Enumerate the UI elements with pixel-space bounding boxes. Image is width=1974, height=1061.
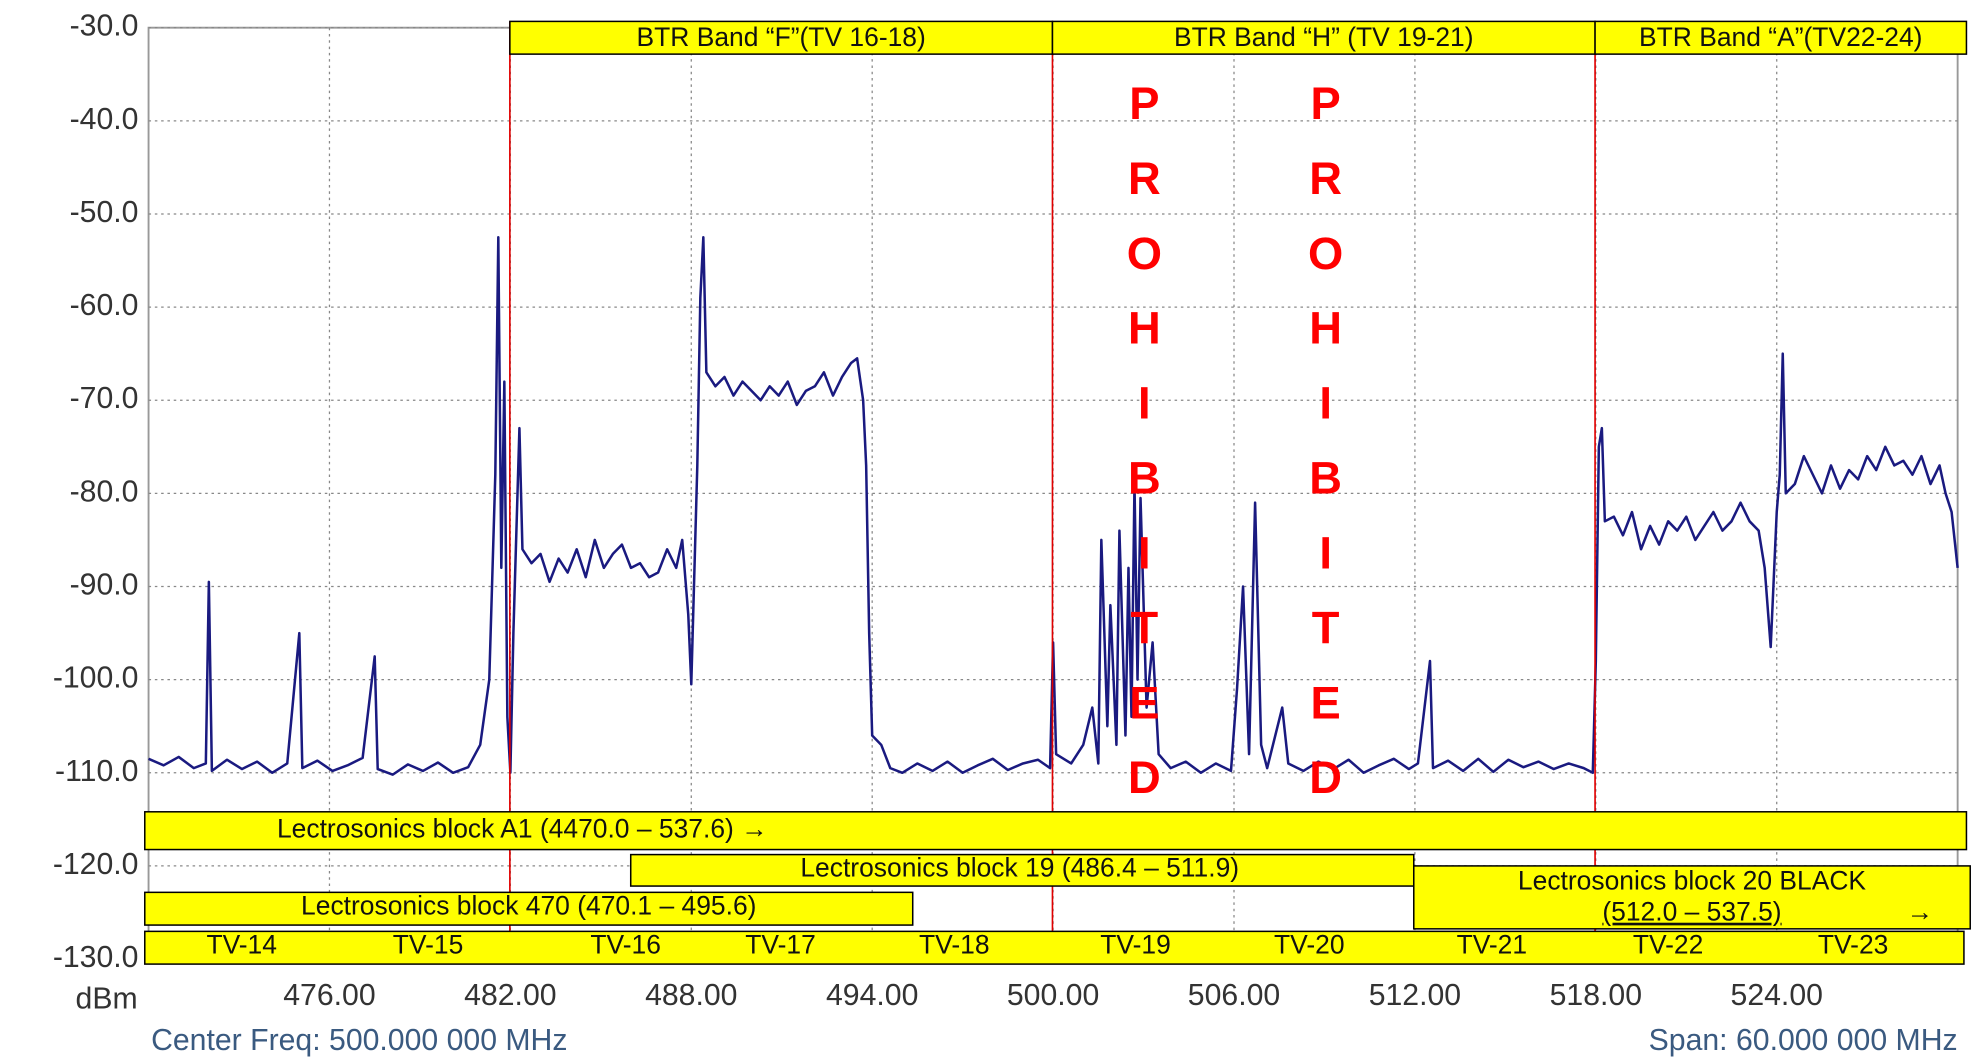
y-tick-label: -40.0 — [70, 103, 139, 136]
y-unit: dBm — [76, 983, 138, 1016]
channel-label: TV-17 — [745, 929, 816, 959]
y-tick-label: -110.0 — [55, 755, 138, 788]
prohibited-label: PROHIBITED — [1300, 78, 1351, 827]
band-label: BTR Band “H” (TV 19-21) — [1174, 22, 1474, 52]
block-box — [144, 811, 1968, 851]
channel-label: TV-19 — [1100, 929, 1171, 959]
x-tick-label: 476.00 — [283, 979, 375, 1012]
channel-label: TV-23 — [1818, 929, 1889, 959]
y-tick-label: -90.0 — [70, 568, 139, 601]
channel-label: TV-18 — [919, 929, 990, 959]
band-box — [509, 20, 1054, 55]
center-freq: Center Freq: 500.000 000 MHz — [151, 1024, 567, 1057]
block-label: Lectrosonics block 470 (470.1 – 495.6) — [301, 890, 756, 920]
block-label: → — [1907, 897, 1933, 927]
x-tick-label: 482.00 — [464, 979, 556, 1012]
band-label: BTR Band “F”(TV 16-18) — [637, 22, 926, 52]
x-tick-label: 488.00 — [645, 979, 737, 1012]
y-tick-label: -130.0 — [53, 941, 139, 974]
prohibited-label: PROHIBITED — [1119, 78, 1170, 827]
block-label: Lectrosonics block A1 (4470.0 – 537.6) → — [277, 814, 768, 844]
x-tick-label: 518.00 — [1550, 979, 1642, 1012]
y-tick-label: -80.0 — [70, 475, 139, 508]
y-tick-label: -60.0 — [70, 289, 139, 322]
block-label: Lectrosonics block 19 (486.4 – 511.9) — [800, 853, 1239, 883]
block-box — [1413, 865, 1971, 930]
channel-label: TV-20 — [1274, 929, 1345, 959]
span: Span: 60.000 000 MHz — [1649, 1024, 1958, 1057]
block-label: Lectrosonics block 20 BLACK — [1518, 865, 1866, 895]
x-tick-label: 500.00 — [1007, 979, 1099, 1012]
block-box — [144, 891, 914, 926]
channel-label: TV-21 — [1457, 929, 1528, 959]
band-box — [1051, 20, 1596, 55]
block-box — [629, 853, 1415, 887]
x-tick-label: 512.00 — [1369, 979, 1461, 1012]
y-tick-label: -30.0 — [70, 10, 139, 43]
band-box — [1594, 20, 1968, 55]
x-tick-label: 524.00 — [1731, 979, 1823, 1012]
channel-label: TV-22 — [1633, 929, 1704, 959]
channel-label: TV-14 — [206, 929, 277, 959]
x-tick-label: 494.00 — [826, 979, 918, 1012]
y-tick-label: -70.0 — [70, 382, 139, 415]
x-tick-label: 506.00 — [1188, 979, 1280, 1012]
y-tick-label: -120.0 — [53, 848, 139, 881]
y-tick-label: -50.0 — [70, 196, 139, 229]
block-label: (512.0 – 537.5) — [1602, 897, 1781, 927]
channel-strip — [144, 930, 1965, 965]
band-label: BTR Band “A”(TV22-24) — [1639, 22, 1922, 52]
channel-label: TV-16 — [590, 929, 661, 959]
channel-label: TV-15 — [393, 929, 464, 959]
y-tick-label: -100.0 — [53, 662, 139, 695]
